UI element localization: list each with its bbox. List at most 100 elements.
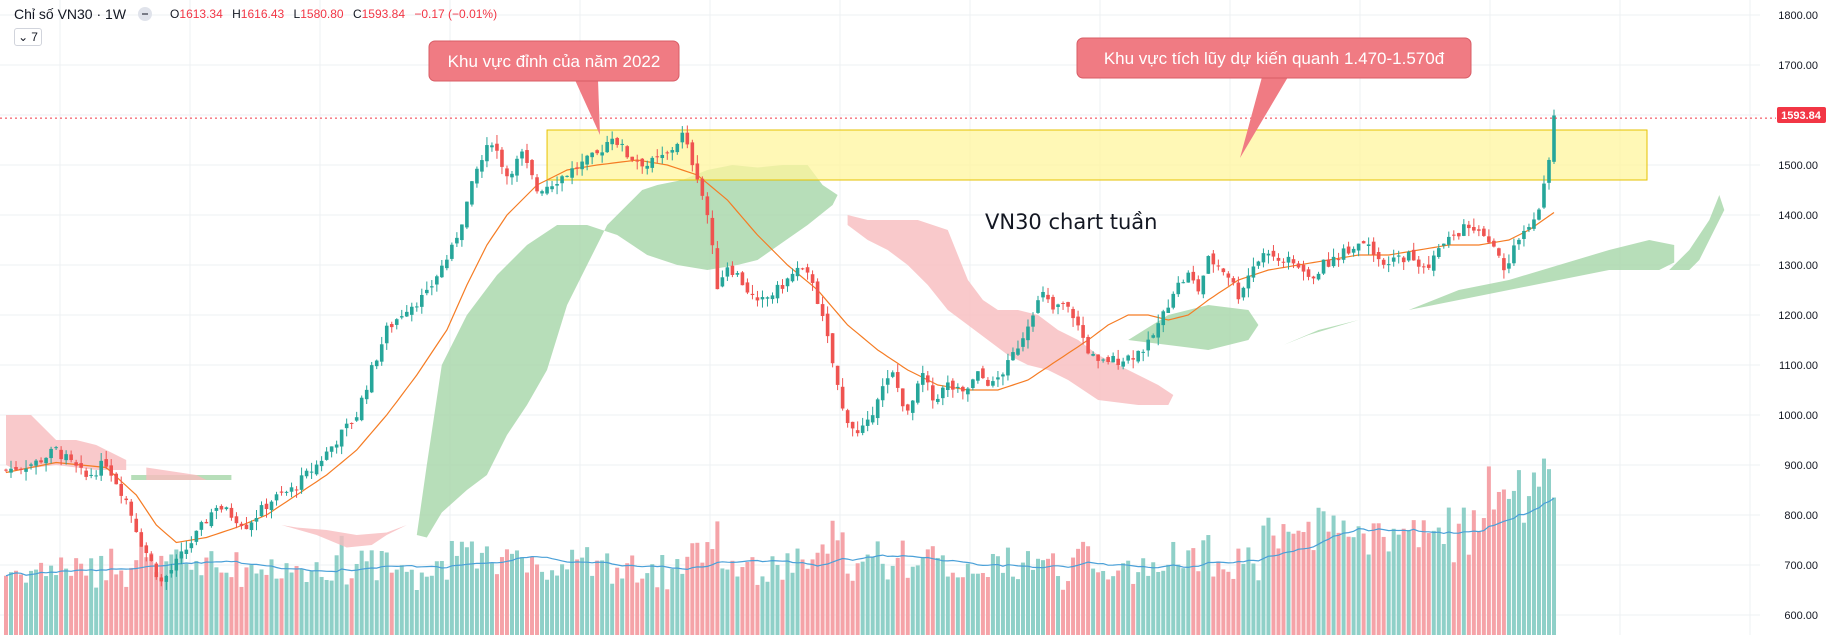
volume-bar [1176,564,1181,635]
volume-bar [504,549,509,635]
candle-body [1126,355,1130,361]
volume-bar [1386,551,1391,635]
volume-bar [860,561,865,635]
volume-bar [374,580,379,635]
candle-body [640,158,645,167]
candle-body [1381,259,1386,265]
volume-bar [119,570,124,635]
candle-body [1542,183,1546,208]
volume-bar [469,541,474,635]
candle-body [224,507,229,510]
volume-bar [1151,562,1156,635]
candle-body [810,274,815,283]
candle-body [920,373,925,385]
candle-body [44,457,48,464]
candle-body [1316,273,1321,280]
volume-bar [775,564,780,635]
volume-bar [750,557,755,635]
indicators-toggle-button[interactable]: ⌄ 7 [14,28,42,46]
volume-bar [1431,530,1436,635]
volume-bar [1005,547,1010,635]
volume-bar [945,576,950,635]
volume-bar [715,521,720,635]
volume-bar [575,559,580,635]
volume-bar [1256,580,1261,635]
volume-bar [1206,535,1211,635]
volume-bar [484,546,489,635]
volume-bar [820,544,825,635]
candle-body [1396,255,1401,257]
candle-body [1321,259,1326,274]
volume-bar [670,568,675,635]
callout-box [1076,37,1472,79]
price-axis: 1800.001700.001600.001500.001400.001300.… [1778,10,1818,622]
volume-bar [159,555,164,635]
symbol-title[interactable]: Chỉ số VN30 · 1W [14,6,127,22]
candle-body [1426,264,1431,268]
volume-bar [1371,523,1376,635]
volume-bar [344,584,349,635]
volume-bar [1231,578,1236,635]
candle-body [455,237,459,244]
candle-body [665,152,670,154]
candle-body [1457,233,1461,237]
volume-bar [685,556,690,635]
volume-bar [449,540,454,635]
volume-bar [1111,576,1116,635]
volume-bar [1101,570,1106,635]
candle-body [910,400,915,413]
candle-body [865,419,870,426]
volume-bar [29,570,34,635]
volume-bar [1311,550,1316,635]
volume-bar [59,557,64,635]
volume-bar [970,573,975,635]
candle-body [650,157,655,168]
volume-bar [680,573,685,635]
volume-bar [1326,531,1331,635]
volume-bar [1071,557,1076,635]
volume-bar [254,573,259,635]
volume-bar [44,576,49,635]
high-value: 1616.43 [240,7,285,21]
volume-bar [1521,522,1526,635]
volume-bar [139,546,144,635]
candle-body [540,191,544,194]
candle-body [520,151,524,159]
candle-body [1046,294,1050,300]
candle-body [981,368,985,379]
candle-body [961,386,965,392]
candle-body [1391,257,1396,262]
candle-body [1366,244,1371,247]
candle-body [1371,241,1376,255]
candle-body [1296,263,1301,268]
candle-body [1492,240,1496,247]
y-tick-label: 1300.00 [1778,260,1818,272]
candle-body [1326,259,1331,267]
candle-body [1101,359,1105,361]
volume-bar [535,564,540,635]
candle-body [1331,256,1336,267]
candle-body [1051,296,1055,310]
volume-bar [149,553,154,635]
volume-bar [379,551,384,635]
candle-body [605,141,609,153]
volume-bar [14,570,19,635]
volume-bar [309,570,314,635]
candle-body [1441,243,1446,246]
volume-bar [885,579,890,635]
volume-bar [394,569,399,635]
candle-body [244,524,249,530]
candle-body [214,507,219,511]
volume-bar [359,550,364,635]
candle-body [1071,309,1075,319]
cloud-bull-segment [1669,195,1725,270]
symbol-header: Chỉ số VN30 · 1W O1613.34 H1616.43 L1580… [14,6,503,22]
candle-body [815,281,820,304]
candlesticks [4,109,1556,590]
candle-body [184,549,189,554]
callout-text: Khu vực tích lũy dự kiến quanh 1.470-1.5… [1104,49,1445,68]
volume-bar [1516,470,1521,635]
market-status-icon [138,7,153,21]
